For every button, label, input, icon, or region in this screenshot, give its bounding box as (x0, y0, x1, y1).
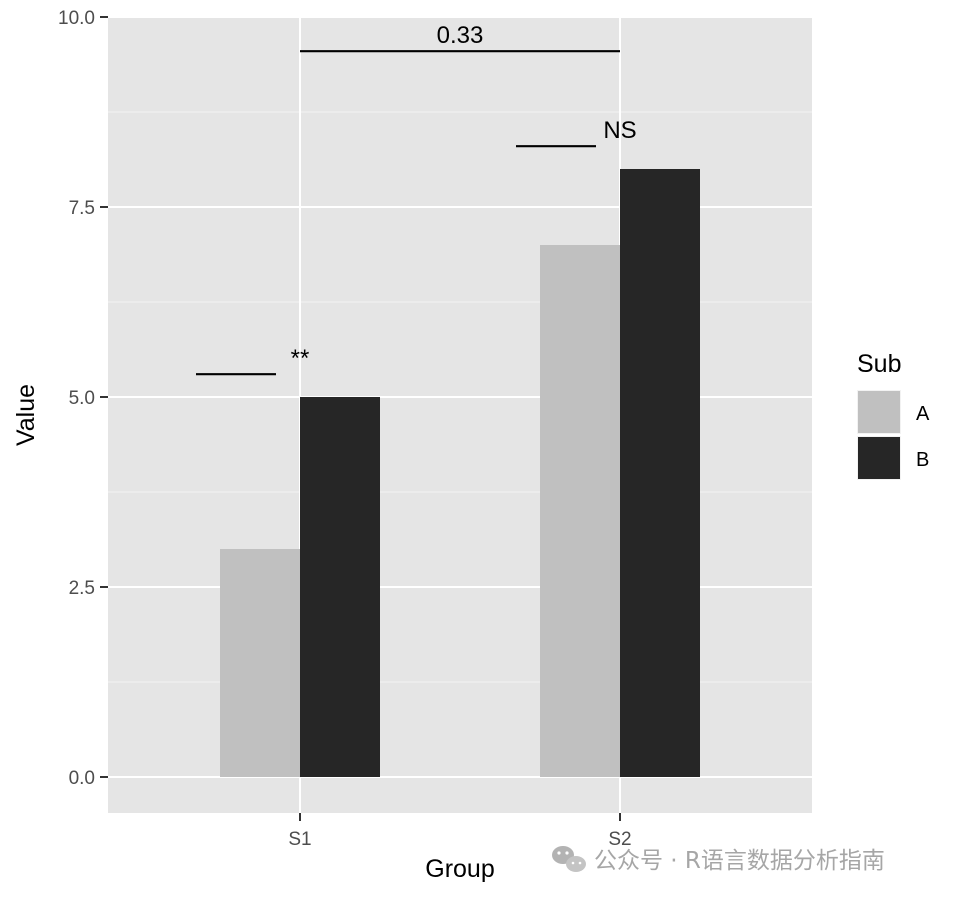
y-tick-label: 10.0 (58, 8, 95, 29)
plot-panel (108, 17, 812, 813)
legend-key-a (858, 391, 900, 433)
bar-s1-a (220, 549, 300, 777)
y-tick-label: 7.5 (69, 198, 95, 219)
bars (220, 169, 700, 777)
annotations: ** NS 0.33 (196, 22, 637, 376)
legend-label: A (916, 403, 930, 425)
x-tick-label: S2 (608, 829, 631, 850)
annotation-label: 0.33 (437, 22, 484, 49)
y-axis: 0.0 2.5 5.0 7.5 10.0 (58, 8, 108, 789)
legend-key-b (858, 437, 900, 479)
x-axis-title: Group (425, 855, 494, 883)
legend-title: Sub (857, 350, 901, 378)
bar-s2-b (620, 169, 700, 777)
bar-s2-a (540, 245, 620, 777)
legend: Sub A B (857, 350, 930, 480)
watermark-text: 公众号 · R语言数据分析指南 (594, 848, 885, 874)
y-tick-label: 0.0 (69, 768, 95, 789)
bar-s1-b (300, 397, 380, 777)
annotation-label: ** (291, 345, 310, 372)
y-axis-title: Value (12, 384, 40, 446)
x-tick-label: S1 (288, 829, 311, 850)
x-axis: S1 S2 (288, 813, 632, 850)
annotation-label: NS (603, 117, 636, 144)
y-tick-label: 5.0 (69, 388, 95, 409)
watermark: 公众号 · R语言数据分析指南 (552, 846, 885, 874)
wechat-icon (552, 846, 586, 872)
legend-label: B (916, 449, 929, 471)
y-tick-label: 2.5 (69, 578, 95, 599)
